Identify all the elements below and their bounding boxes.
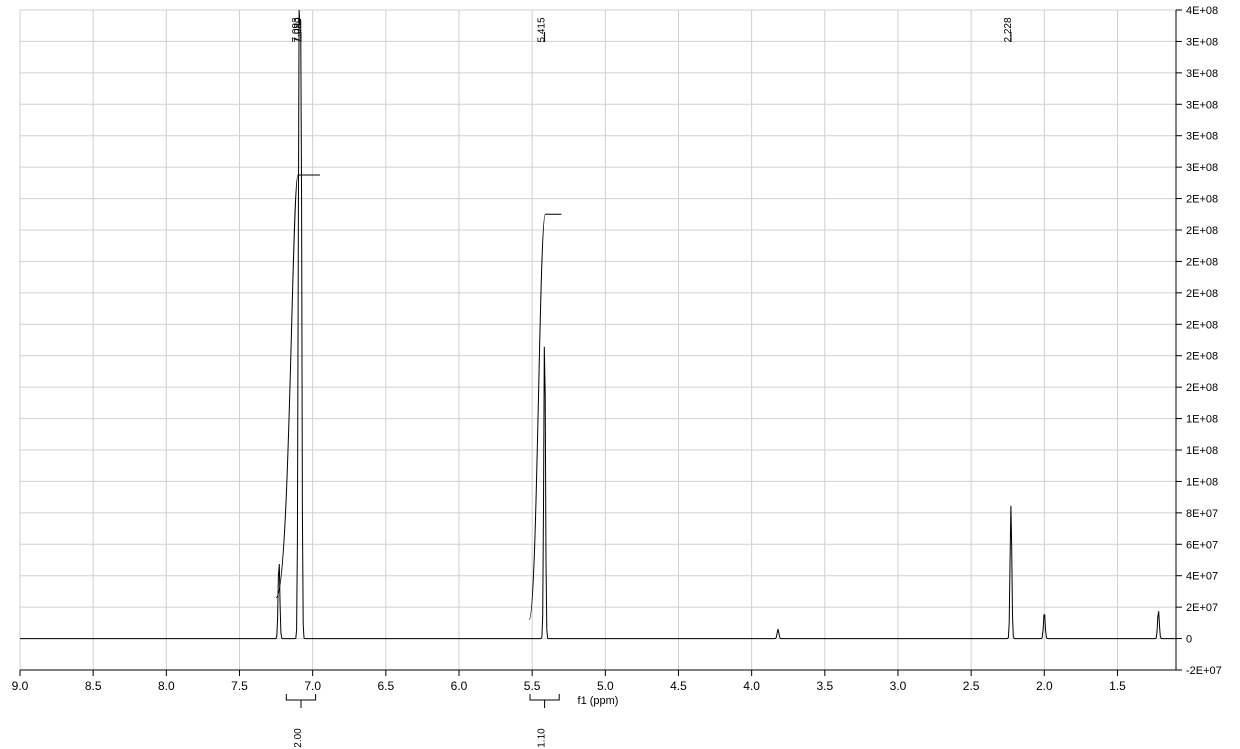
- spectrum-svg: 9.0 8.5 8.0 7.5 7.0 6.5 6.0 5.5 5.0 4.5 4.0 3.5 3.0 2…: [0, 0, 1240, 749]
- peak-label: 2.228: [1003, 17, 1014, 42]
- integral-value: 1.10: [537, 728, 548, 748]
- y-tick-label: 3E+08: [1186, 131, 1218, 143]
- y-tick-label: 2E+08: [1186, 382, 1218, 394]
- x-tick-label: 6.5: [377, 679, 394, 693]
- y-tick-label: 1E+08: [1186, 445, 1218, 457]
- x-tick-label: 1.5: [1109, 679, 1126, 693]
- y-axis-ticks: 4E+08 3E+08 3E+08 3E+08 3E+08 3E+08 2E+08 2E+08…: [1176, 5, 1222, 677]
- peak-label: 7.080: [293, 17, 304, 42]
- peak-label: 5.415: [537, 17, 548, 42]
- x-tick-label: 3.0: [890, 679, 907, 693]
- y-tick-label: 2E+08: [1186, 288, 1218, 300]
- y-tick-label: 2E+08: [1186, 225, 1218, 237]
- y-tick-label: 3E+08: [1186, 68, 1218, 80]
- x-tick-label: 2.5: [963, 679, 980, 693]
- x-tick-label: 5.5: [524, 679, 541, 693]
- x-tick-label: 9.0: [12, 679, 29, 693]
- y-tick-label: 8E+07: [1186, 508, 1218, 520]
- y-tick-label: 2E+08: [1186, 256, 1218, 268]
- integral-bracket: [530, 694, 559, 708]
- y-tick-label: 2E+07: [1186, 602, 1218, 614]
- y-tick-label: 4E+08: [1186, 5, 1218, 17]
- integral-value: 2.00: [293, 728, 304, 748]
- x-tick-label: 2.0: [1036, 679, 1053, 693]
- y-tick-label: 3E+08: [1186, 99, 1218, 111]
- y-tick-label: 2E+08: [1186, 351, 1218, 363]
- y-tick-label: 1E+08: [1186, 414, 1218, 426]
- x-axis-label: f1 (ppm): [578, 695, 619, 707]
- x-tick-label: 4.0: [743, 679, 760, 693]
- x-tick-label: 8.5: [85, 679, 102, 693]
- integral-bracket: [286, 694, 315, 708]
- nmr-spectrum-chart: 9.0 8.5 8.0 7.5 7.0 6.5 6.0 5.5 5.0 4.5 4.0 3.5 3.0 2…: [0, 0, 1240, 749]
- x-tick-label: 3.5: [816, 679, 833, 693]
- y-tick-label: 3E+08: [1186, 36, 1218, 48]
- y-tick-label: 4E+07: [1186, 571, 1218, 583]
- y-tick-label: 2E+08: [1186, 319, 1218, 331]
- y-tick-label: 0: [1186, 634, 1192, 646]
- x-tick-label: 6.0: [451, 679, 468, 693]
- x-tick-label: 7.0: [304, 679, 321, 693]
- y-tick-label: 6E+07: [1186, 539, 1218, 551]
- y-tick-label: 3E+08: [1186, 162, 1218, 174]
- y-tick-label: -2E+07: [1186, 665, 1222, 677]
- x-axis-ticks: 9.0 8.5 8.0 7.5 7.0 6.5 6.0 5.5 5.0 4.5 4.0 3.5 3.0 2…: [12, 670, 1126, 693]
- y-tick-label: 1E+08: [1186, 476, 1218, 488]
- y-tick-label: 2E+08: [1186, 194, 1218, 206]
- x-tick-label: 5.0: [597, 679, 614, 693]
- x-tick-label: 4.5: [670, 679, 687, 693]
- gridlines: [20, 10, 1176, 670]
- x-tick-label: 8.0: [158, 679, 175, 693]
- x-tick-label: 7.5: [231, 679, 248, 693]
